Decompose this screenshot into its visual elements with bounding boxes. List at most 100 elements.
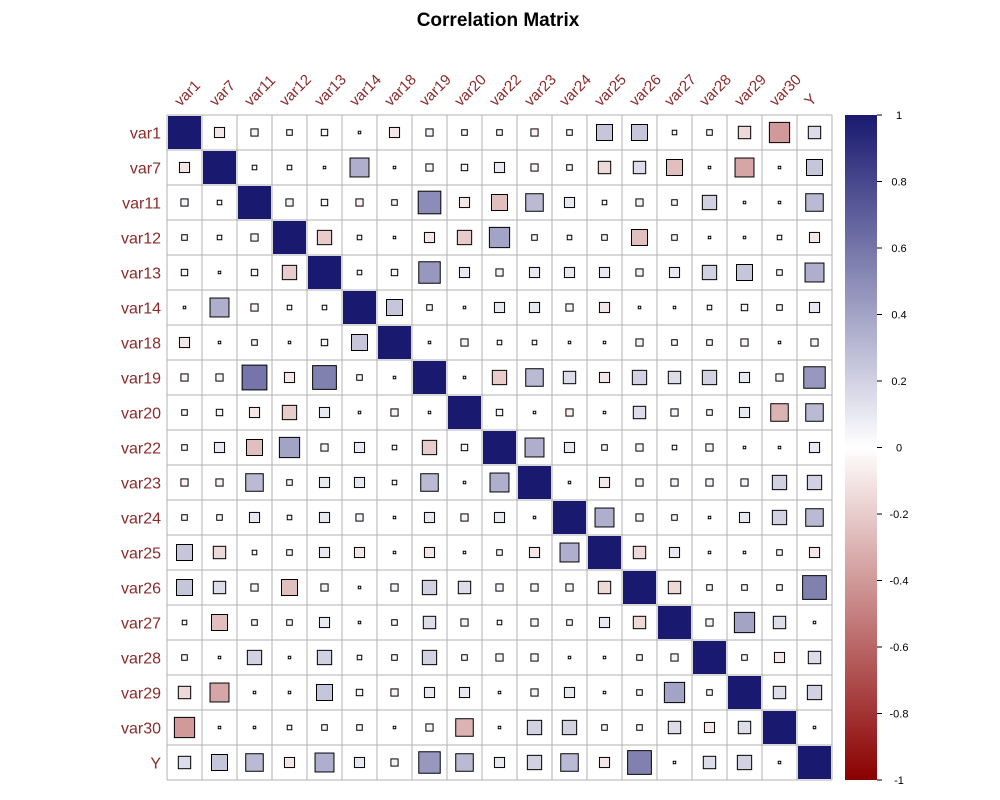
column-label: var28 [696,71,735,110]
matrix-cell [602,340,607,345]
matrix-cell-diagonal [518,466,551,499]
column-label: var23 [521,71,560,110]
matrix-cell [563,686,576,699]
matrix-cell [632,160,647,175]
matrix-cell [740,338,749,347]
matrix-cell [566,234,573,241]
matrix-cell [318,616,331,629]
matrix-cell [808,301,821,314]
matrix-cell [565,408,574,417]
matrix-cell [566,164,573,171]
matrix-cell [421,649,438,666]
matrix-cell [180,373,189,382]
matrix-cell [635,268,644,277]
matrix-cell [667,720,682,735]
matrix-cell [423,511,436,524]
matrix-cell [392,375,397,380]
matrix-cell [707,550,712,555]
matrix-cell [601,724,608,731]
matrix-cell [703,721,716,734]
matrix-cell [777,445,782,450]
matrix-cell [181,234,188,241]
matrix-cell [497,690,502,695]
matrix-cell [671,234,678,241]
matrix-cell [418,751,441,774]
matrix-cell [742,445,747,450]
matrix-cell [245,753,264,772]
matrix-cell [286,724,293,731]
chart-title: Correlation Matrix [417,10,580,31]
matrix-cell [565,583,574,592]
matrix-cell [462,375,467,380]
matrix-cell [773,651,786,664]
colorbar-tick-label: 0 [896,443,902,455]
matrix-cell [559,542,580,563]
matrix-cell [458,196,471,209]
matrix-cell [314,752,335,773]
matrix-cell [597,580,612,595]
colorbar-tick-label: 0.8 [891,177,906,189]
matrix-cell-diagonal [693,641,726,674]
matrix-cell [286,479,293,486]
matrix-cell [807,650,822,665]
matrix-cell [701,194,718,211]
column-label: var11 [241,72,279,110]
matrix-cell [246,649,263,666]
matrix-cell [526,719,543,736]
row-label: var12 [121,231,161,248]
matrix-cell [601,234,608,241]
matrix-cell [462,305,467,310]
matrix-cell [707,235,712,240]
matrix-cells [168,116,831,779]
row-labels: var1 var7 var11 var12 var13 var14 var18 var19 va… [121,126,161,773]
matrix-cell [252,725,257,730]
colorbar-tick-label: -0.2 [890,509,909,521]
matrix-cell [530,583,539,592]
matrix-cell [776,234,783,241]
matrix-cell [318,511,331,524]
matrix-cell [530,163,539,172]
matrix-cell [742,550,747,555]
matrix-cell [286,129,293,136]
matrix-cell-diagonal [203,151,236,184]
matrix-cell [357,585,362,590]
matrix-cell [802,575,827,600]
column-label: var19 [416,71,455,110]
matrix-cell [392,235,397,240]
matrix-cell [496,549,503,556]
matrix-cell [808,546,821,559]
row-label: var13 [121,266,161,283]
matrix-cell [771,474,788,491]
matrix-cell [250,128,259,137]
matrix-cell [526,754,543,771]
matrix-cell [493,161,506,174]
matrix-cell [422,615,437,630]
matrix-cell [353,546,366,559]
matrix-cell [806,684,823,701]
matrix-cell [663,681,686,704]
matrix-cell [357,130,362,135]
matrix-cell [598,371,611,384]
matrix-cell [390,688,399,697]
matrix-cell [706,584,713,591]
column-label: var27 [661,71,700,110]
matrix-cell [804,262,825,283]
matrix-cell [667,370,682,385]
matrix-cell [460,618,469,627]
matrix-cell-diagonal [378,326,411,359]
matrix-cell [734,157,755,178]
matrix-cell [392,550,397,555]
matrix-cell [458,266,471,279]
matrix-cell [491,194,508,211]
matrix-cell [215,408,224,417]
matrix-cell [462,550,467,555]
matrix-cell [391,479,398,486]
matrix-cell [176,579,193,596]
matrix-cell [525,193,544,212]
matrix-cell [741,584,748,591]
matrix-cell [213,441,226,454]
matrix-cell [705,618,714,627]
matrix-cell [738,406,751,419]
column-label: var30 [766,71,805,110]
matrix-cell [390,583,399,592]
